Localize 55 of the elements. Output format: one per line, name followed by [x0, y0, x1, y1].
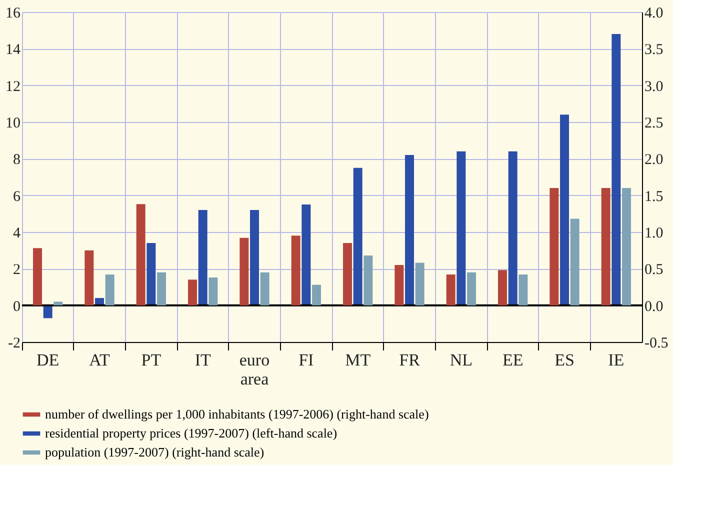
y2-tick-label: -0.5 — [644, 336, 668, 352]
bar — [188, 280, 197, 306]
bar — [612, 34, 621, 306]
x-tick-label: DE — [36, 350, 60, 370]
legend-label: population (1997-2007) (right-hand scale) — [45, 444, 264, 460]
y2-tick-label: 1.5 — [644, 188, 664, 205]
bar — [405, 155, 414, 306]
x-tick-label: ES — [554, 350, 574, 370]
legend-label: number of dwellings per 1,000 inhabitants (1997-2006) (right-hand scale) — [45, 406, 429, 422]
y-tick-label: 10 — [6, 116, 20, 132]
bar — [54, 302, 63, 306]
x-tick-label: FI — [298, 350, 314, 370]
x-tick-label: IT — [194, 350, 212, 370]
bar — [43, 305, 52, 318]
bar — [498, 270, 507, 306]
bar — [84, 250, 94, 306]
y2-tick-label: 0.0 — [644, 298, 664, 315]
y-tick-label: 16 — [6, 6, 21, 22]
y-tick-label: 14 — [6, 42, 21, 58]
y2-tick-label: 1.0 — [644, 226, 664, 242]
bar — [208, 277, 218, 306]
bar — [446, 274, 456, 306]
y2-tick-label: 0.5 — [644, 262, 664, 278]
x-tick-label: PT — [141, 350, 162, 370]
y-tick-label: 0 — [13, 298, 20, 315]
bar — [33, 248, 42, 306]
x-tick-label: FR — [399, 350, 421, 370]
legend-label: residential property prices (1997-2007) (left-hand scale) — [45, 426, 338, 440]
bar — [198, 210, 208, 306]
bar — [467, 272, 476, 306]
bar — [415, 262, 424, 306]
bar — [105, 274, 114, 306]
x-tick-label: euro area — [239, 350, 270, 388]
y2-tick-label: 4.0 — [644, 6, 664, 22]
bar — [456, 151, 466, 306]
bar — [518, 274, 528, 306]
bar — [508, 151, 518, 306]
x-tick-label: MT — [345, 350, 372, 370]
y2-tick-label: 2.5 — [644, 116, 664, 132]
x-tick-label: NL — [450, 350, 473, 370]
y-tick-label: 6 — [13, 188, 21, 205]
y2-tick-label: 2.0 — [644, 152, 664, 168]
y-tick-label: 12 — [6, 78, 20, 95]
y-tick-label: -2 — [8, 336, 20, 352]
bar — [353, 168, 362, 306]
x-tick-label: EE — [502, 350, 524, 370]
bar — [394, 265, 404, 306]
y-tick-label: 2 — [13, 262, 20, 278]
y2-tick-label: 3.5 — [644, 42, 664, 58]
y2-tick-label: 3.0 — [644, 78, 664, 95]
y-tick-label: 4 — [13, 226, 21, 242]
x-tick-label: IE — [608, 350, 624, 370]
bar — [312, 284, 321, 306]
x-tick-label: AT — [89, 350, 110, 370]
y-tick-label: 8 — [13, 152, 20, 168]
